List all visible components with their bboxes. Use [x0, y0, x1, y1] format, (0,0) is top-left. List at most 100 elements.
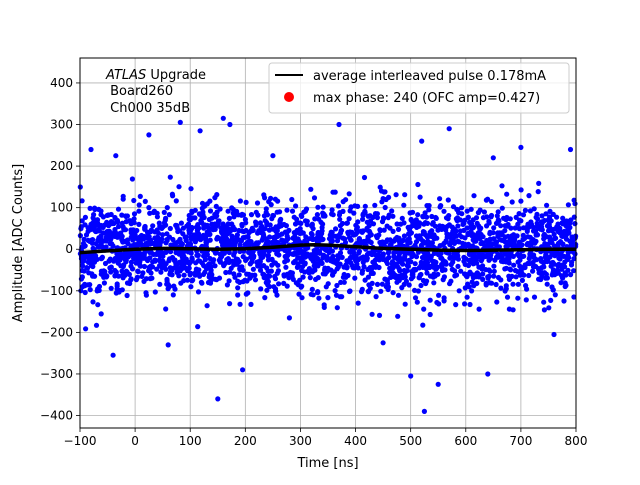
- y-tick-label: 400: [50, 76, 73, 90]
- sample-point: [539, 270, 546, 276]
- sample-point: [382, 204, 388, 211]
- legend: average interleaved pulse 0.178mA max ph…: [268, 62, 570, 114]
- sample-point: [499, 183, 505, 189]
- x-tick-label: 100: [179, 434, 202, 448]
- sample-point: [240, 279, 246, 285]
- outlier-point: [567, 146, 574, 153]
- sample-point: [436, 292, 442, 298]
- sample-point: [239, 223, 245, 229]
- sample-point: [386, 194, 392, 200]
- sample-point: [147, 249, 153, 255]
- outlier-point: [435, 381, 441, 387]
- sample-point: [459, 211, 465, 217]
- sample-point: [359, 229, 365, 235]
- sample-point: [186, 265, 192, 271]
- sample-point: [493, 281, 499, 288]
- sample-point: [239, 264, 245, 270]
- sample-point: [250, 255, 257, 261]
- sample-point: [543, 211, 549, 217]
- sample-point: [217, 206, 223, 212]
- sample-point: [445, 197, 451, 203]
- sample-point: [274, 209, 280, 215]
- sample-point: [495, 230, 501, 236]
- sample-point: [276, 281, 282, 287]
- annotation-upgrade: Upgrade: [146, 68, 206, 83]
- sample-point: [79, 263, 86, 269]
- sample-point: [295, 261, 301, 267]
- sample-point: [506, 256, 512, 262]
- sample-point: [415, 181, 421, 188]
- sample-point: [315, 275, 321, 281]
- sample-point: [360, 259, 366, 265]
- sample-point: [273, 234, 279, 240]
- sample-point: [161, 209, 167, 215]
- sample-point: [124, 292, 130, 299]
- sample-point: [195, 289, 202, 295]
- sample-point: [431, 250, 437, 256]
- sample-point: [408, 259, 414, 265]
- sample-point: [177, 228, 183, 234]
- outlier-point: [490, 155, 496, 161]
- sample-point: [514, 233, 520, 239]
- sample-point: [376, 312, 383, 318]
- sample-point: [557, 256, 563, 262]
- sample-point: [102, 272, 109, 278]
- sample-point: [485, 240, 491, 246]
- sample-point: [362, 203, 368, 209]
- sample-point: [245, 290, 251, 296]
- sample-point: [334, 282, 340, 289]
- sample-point: [258, 286, 264, 292]
- sample-point: [330, 272, 336, 278]
- sample-point: [468, 243, 474, 249]
- sample-point: [113, 269, 119, 275]
- sample-point: [303, 254, 309, 260]
- sample-point: [454, 272, 460, 278]
- sample-point: [257, 251, 263, 257]
- sample-point: [450, 204, 457, 210]
- sample-point: [531, 294, 538, 300]
- sample-point: [512, 225, 518, 231]
- sample-point: [150, 223, 156, 229]
- sample-point: [527, 260, 533, 267]
- sample-point: [309, 286, 315, 292]
- sample-point: [152, 257, 158, 263]
- sample-point: [308, 253, 314, 259]
- sample-point: [137, 193, 143, 199]
- sample-point: [187, 259, 193, 265]
- sample-point: [385, 250, 391, 256]
- sample-point: [571, 268, 577, 274]
- sample-point: [559, 220, 565, 226]
- sample-point: [472, 235, 478, 241]
- sample-point: [314, 247, 320, 253]
- sample-point: [92, 255, 98, 261]
- sample-point: [502, 288, 508, 294]
- sample-point: [546, 222, 552, 228]
- sample-point: [539, 224, 545, 230]
- sample-point: [408, 217, 414, 223]
- sample-point: [563, 272, 569, 278]
- sample-point: [172, 286, 178, 292]
- sample-point: [160, 232, 166, 238]
- sample-point: [452, 268, 458, 274]
- sample-point: [293, 203, 299, 209]
- sample-point: [201, 253, 207, 259]
- sample-point: [430, 234, 436, 240]
- sample-point: [513, 274, 519, 280]
- sample-point: [427, 264, 433, 271]
- sample-point: [201, 225, 207, 231]
- sample-point: [570, 238, 576, 244]
- sample-point: [193, 224, 199, 230]
- sample-point: [325, 295, 331, 301]
- sample-point: [404, 267, 410, 274]
- sample-point: [128, 276, 134, 282]
- sample-point: [78, 226, 84, 232]
- legend-label-average: average interleaved pulse 0.178mA: [313, 69, 546, 84]
- sample-point: [289, 208, 296, 214]
- sample-point: [87, 287, 93, 293]
- sample-point: [228, 265, 234, 271]
- sample-point: [553, 235, 559, 241]
- sample-point: [431, 259, 438, 265]
- sample-point: [515, 221, 521, 227]
- sample-point: [264, 287, 270, 293]
- sample-point: [181, 272, 187, 278]
